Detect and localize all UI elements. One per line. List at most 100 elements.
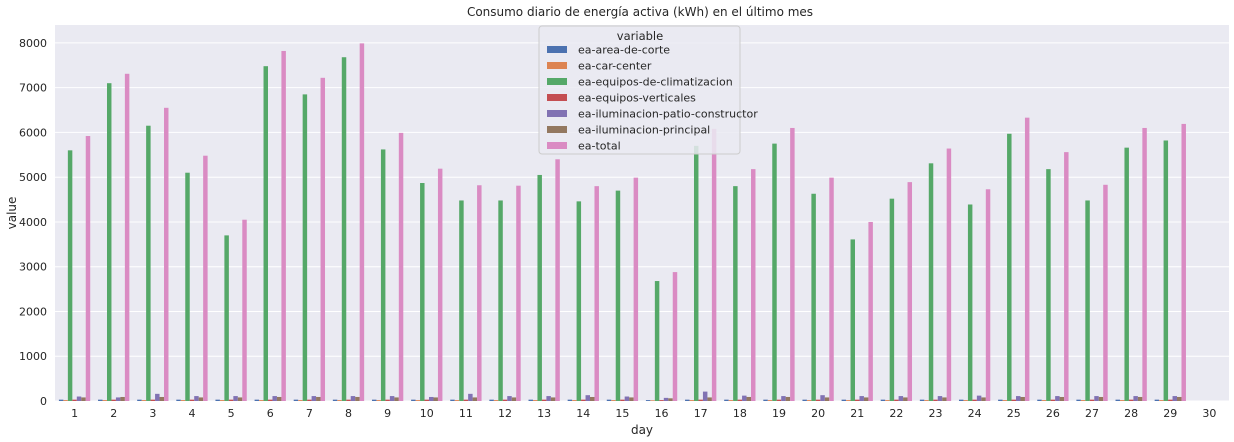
bar-ea-car-center-day-19	[767, 400, 773, 401]
x-tick-label: 19	[772, 407, 786, 420]
bar-ea-iluminacion-patio-constructor-day-11	[468, 393, 473, 401]
bar-ea-equipos-de-climatizacion-day-26	[1046, 169, 1051, 401]
bar-ea-iluminacion-patio-constructor-day-10	[429, 396, 434, 401]
bar-ea-iluminacion-principal-day-8	[355, 396, 360, 401]
bar-ea-car-center-day-25	[1002, 400, 1008, 401]
x-tick-label: 12	[498, 407, 512, 420]
bar-ea-area-de-corte-day-3	[137, 399, 142, 401]
bar-ea-equipos-de-climatizacion-day-21	[850, 239, 855, 401]
bar-ea-equipos-de-climatizacion-day-4	[185, 172, 190, 401]
bar-ea-car-center-day-22	[885, 400, 890, 401]
bar-ea-car-center-day-20	[806, 400, 812, 401]
bar-ea-equipos-de-climatizacion-day-8	[341, 57, 347, 401]
bar-ea-iluminacion-principal-day-1	[81, 397, 86, 401]
bar-ea-equipos-verticales-day-11	[463, 399, 469, 401]
bar-ea-total-day-2	[124, 73, 130, 402]
bar-ea-car-center-day-17	[689, 400, 694, 401]
bar-ea-equipos-de-climatizacion-day-1	[67, 150, 73, 401]
bar-ea-iluminacion-patio-constructor-day-17	[702, 391, 708, 401]
chart-title: Consumo diario de energía activa (kWh) e…	[467, 5, 813, 19]
x-tick-label: 27	[1085, 407, 1099, 420]
bar-ea-car-center-day-3	[141, 400, 147, 401]
bar-ea-car-center-day-11	[454, 400, 460, 401]
bar-ea-area-de-corte-day-28	[1115, 399, 1120, 401]
bar-ea-iluminacion-principal-day-26	[1059, 396, 1065, 401]
bar-ea-iluminacion-principal-day-19	[785, 396, 791, 401]
bar-ea-total-day-20	[829, 177, 834, 401]
bar-ea-car-center-day-1	[63, 400, 68, 401]
bar-ea-area-de-corte-day-13	[528, 399, 533, 401]
bar-ea-iluminacion-patio-constructor-day-27	[1094, 396, 1099, 401]
x-tick-label: 30	[1202, 407, 1216, 420]
bar-ea-area-de-corte-day-10	[411, 399, 416, 401]
bar-ea-total-day-28	[1142, 127, 1147, 401]
bar-ea-iluminacion-principal-day-20	[824, 397, 830, 401]
bar-ea-equipos-de-climatizacion-day-2	[106, 83, 112, 401]
bar-ea-iluminacion-principal-day-25	[1020, 396, 1025, 401]
bar-ea-iluminacion-principal-day-18	[746, 396, 752, 401]
x-tick-label: 15	[615, 407, 629, 420]
x-tick-label: 5	[228, 407, 235, 420]
bar-ea-equipos-de-climatizacion-day-6	[263, 66, 268, 401]
bar-ea-iluminacion-principal-day-11	[472, 397, 478, 401]
bar-ea-iluminacion-principal-day-15	[629, 397, 634, 401]
bar-ea-equipos-de-climatizacion-day-28	[1124, 147, 1129, 401]
bar-ea-area-de-corte-day-18	[724, 399, 729, 401]
bar-ea-equipos-de-climatizacion-day-15	[615, 190, 621, 401]
bar-ea-equipos-de-climatizacion-day-14	[576, 201, 582, 401]
bar-ea-iluminacion-patio-constructor-day-8	[350, 396, 356, 401]
x-tick-label: 20	[811, 407, 825, 420]
bar-ea-iluminacion-principal-day-6	[276, 396, 282, 401]
y-tick-label: 7000	[19, 82, 47, 95]
bar-ea-car-center-day-26	[1041, 400, 1047, 401]
bar-ea-car-center-day-18	[728, 400, 734, 401]
legend-swatch-ea-equipos-de-climatizacion	[547, 78, 567, 85]
legend-label-ea-equipos-de-climatizacion: ea-equipos-de-climatizacion	[578, 76, 733, 89]
bar-ea-area-de-corte-day-17	[685, 399, 690, 401]
legend-items: ea-area-de-corte ea-car-center ea-equipos-…	[547, 44, 758, 153]
legend-label-ea-iluminacion-principal: ea-iluminacion-principal	[578, 124, 710, 137]
bar-ea-iluminacion-principal-day-4	[198, 397, 204, 401]
bar-ea-equipos-verticales-day-8	[346, 399, 351, 401]
x-tick-label: 7	[306, 407, 313, 420]
legend-title: variable	[617, 29, 663, 43]
x-tick-label: 10	[420, 407, 434, 420]
bar-ea-equipos-verticales-day-10	[424, 399, 430, 401]
x-tick-label: 16	[655, 407, 669, 420]
bar-ea-equipos-verticales-day-16	[659, 400, 664, 401]
bar-ea-equipos-verticales-day-26	[1050, 399, 1056, 401]
bar-ea-car-center-day-9	[376, 400, 381, 401]
bar-ea-equipos-verticales-day-25	[1011, 399, 1017, 401]
bar-ea-car-center-day-28	[1119, 400, 1125, 401]
bar-ea-equipos-de-climatizacion-day-25	[1007, 133, 1012, 401]
bar-ea-total-day-25	[1024, 117, 1030, 402]
bar-ea-iluminacion-patio-constructor-day-3	[155, 393, 160, 401]
bar-ea-equipos-verticales-day-24	[972, 399, 977, 401]
x-tick-label: 1	[71, 407, 78, 420]
bar-ea-total-day-5	[242, 219, 247, 401]
bar-ea-total-day-11	[477, 185, 482, 401]
bar-ea-car-center-day-4	[180, 400, 186, 401]
x-tick-label: 3	[149, 407, 156, 420]
y-tick-labels: 0 1000 2000 3000 4000 5000 6000 7000 8000	[19, 37, 47, 408]
bar-ea-equipos-verticales-day-23	[933, 399, 938, 401]
bar-ea-area-de-corte-day-14	[567, 399, 573, 401]
bar-ea-equipos-de-climatizacion-day-24	[967, 204, 973, 401]
bar-ea-iluminacion-principal-day-24	[981, 397, 986, 401]
bar-ea-area-de-corte-day-21	[841, 399, 847, 401]
legend-swatch-ea-car-center	[547, 62, 567, 69]
bar-ea-iluminacion-patio-constructor-day-2	[115, 397, 121, 401]
bar-ea-iluminacion-patio-constructor-day-20	[820, 395, 825, 401]
bar-ea-total-day-4	[203, 155, 208, 401]
bar-ea-car-center-day-7	[298, 400, 303, 401]
x-tick-label: 22	[889, 407, 903, 420]
bar-ea-area-de-corte-day-24	[958, 399, 964, 401]
y-tick-label: 1000	[19, 350, 47, 363]
x-tick-label: 24	[968, 407, 982, 420]
legend-swatch-ea-iluminacion-principal	[547, 126, 567, 133]
bar-ea-total-day-1	[85, 136, 91, 401]
bar-ea-car-center-day-27	[1080, 400, 1086, 401]
bar-ea-area-de-corte-day-16	[645, 400, 651, 401]
bar-ea-total-day-6	[281, 50, 286, 401]
